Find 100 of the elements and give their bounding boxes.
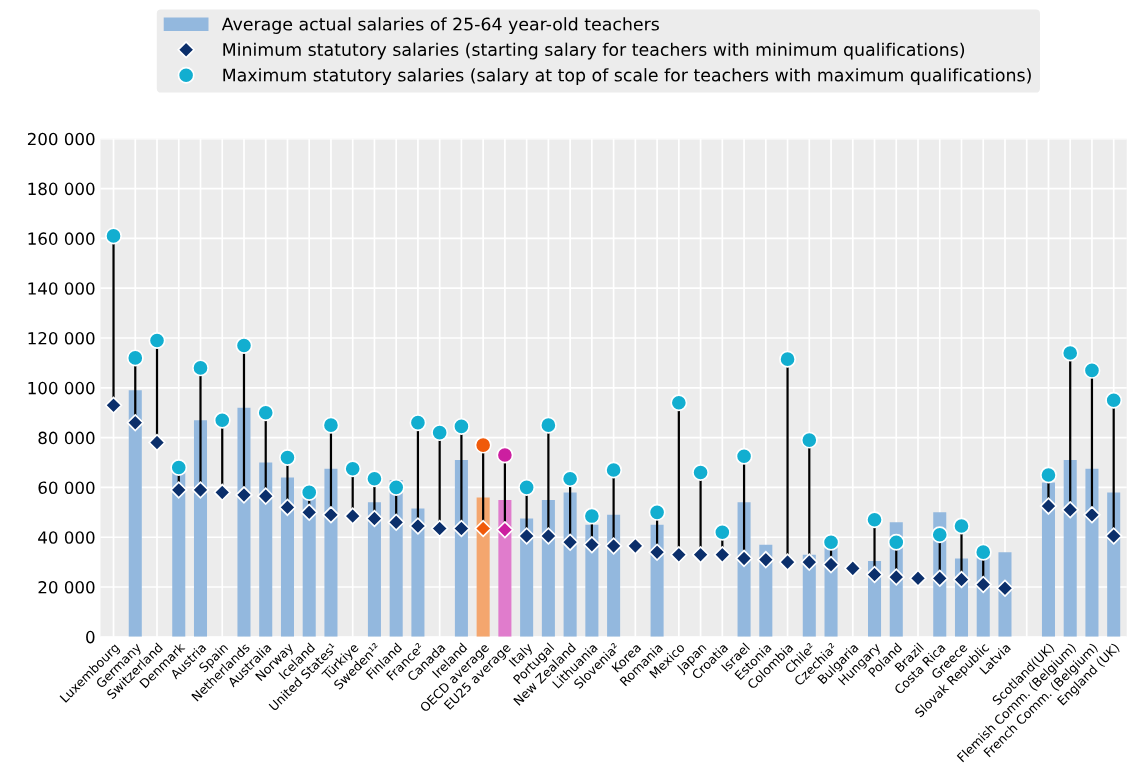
y-tick-label: 120 000: [28, 331, 95, 345]
point: [692, 464, 710, 481]
bar: [237, 407, 251, 637]
point: [322, 506, 340, 524]
point: [496, 521, 514, 539]
point: [887, 568, 905, 586]
point: [257, 404, 275, 422]
point: [409, 517, 427, 535]
point: [1061, 344, 1079, 362]
y-tick-label: 60 000: [38, 481, 95, 494]
point: [170, 459, 188, 476]
point: [1039, 497, 1058, 515]
point: [235, 337, 253, 354]
point: [953, 517, 970, 535]
point: [518, 478, 536, 496]
point: [931, 569, 949, 588]
point: [713, 523, 731, 541]
point: [1105, 391, 1123, 409]
point: [670, 394, 688, 412]
point: [387, 513, 405, 531]
point: [648, 503, 666, 521]
point: [561, 533, 579, 551]
point: [452, 519, 471, 538]
point: [148, 332, 166, 349]
point: [474, 436, 492, 454]
point: [822, 533, 840, 551]
point: [517, 527, 536, 545]
point: [344, 460, 362, 478]
point: [931, 526, 949, 544]
point: [278, 498, 297, 517]
point: [1083, 361, 1101, 379]
point: [800, 553, 818, 571]
point: [235, 486, 253, 504]
y-tick-label: 0: [86, 630, 95, 644]
point: [626, 537, 645, 555]
point: [126, 413, 144, 432]
point: [213, 411, 231, 429]
point: [300, 503, 318, 522]
point: [648, 543, 666, 561]
point: [365, 509, 384, 528]
point: [974, 543, 992, 561]
point: [1039, 466, 1057, 484]
point: [104, 396, 123, 414]
point: [278, 449, 296, 467]
y-tick-label: 160 000: [28, 232, 95, 245]
point: [170, 481, 188, 499]
point: [387, 478, 405, 496]
point: [778, 553, 797, 571]
point: [952, 570, 971, 589]
point: [604, 537, 623, 555]
point: [866, 511, 883, 529]
point: [713, 545, 732, 564]
point: [430, 519, 449, 538]
point: [452, 417, 470, 435]
point: [844, 559, 862, 578]
y-tick-label: 40 000: [38, 531, 95, 544]
legend-label: Maximum statutory salaries (salary at top of scale for teachers with maximum qualifications): [223, 68, 1031, 85]
point: [605, 461, 623, 479]
point: [561, 470, 579, 488]
y-tick-label: 200 000: [27, 132, 95, 146]
point: [191, 481, 210, 499]
point: [822, 555, 840, 574]
point: [909, 569, 927, 588]
legend-label: Average actual salaries of 25-64 year-old teachers: [221, 17, 659, 34]
point: [1083, 506, 1101, 524]
point: [474, 519, 492, 538]
point: [583, 507, 601, 525]
y-tick-label: 100 000: [28, 381, 95, 395]
point: [539, 416, 557, 434]
point: [757, 550, 775, 569]
point: [496, 446, 514, 464]
point: [344, 507, 362, 525]
bar: [128, 390, 142, 637]
point: [105, 227, 123, 245]
point: [192, 359, 209, 377]
point: [779, 350, 797, 368]
bar: [259, 462, 273, 637]
point: [1061, 501, 1079, 519]
point: [887, 533, 905, 551]
point: [365, 470, 383, 488]
y-tick-label: 80 000: [38, 431, 95, 445]
point: [257, 487, 275, 505]
y-tick-label: 20 000: [38, 581, 95, 594]
legend-label: Minimum statutory salaries (starting salary for teachers with minimum qualifications): [223, 42, 965, 60]
point: [1105, 527, 1123, 545]
point: [322, 416, 340, 434]
point: [996, 579, 1014, 597]
point: [126, 349, 144, 367]
point: [865, 565, 884, 584]
point: [974, 575, 992, 594]
point: [213, 483, 231, 502]
point: [409, 414, 427, 432]
point: [691, 545, 710, 564]
y-tick-label: 180 000: [28, 182, 95, 196]
point: [300, 483, 318, 501]
point: [431, 424, 449, 442]
point: [800, 431, 818, 449]
point: [583, 536, 601, 554]
point: [735, 447, 753, 465]
point: [148, 433, 166, 452]
